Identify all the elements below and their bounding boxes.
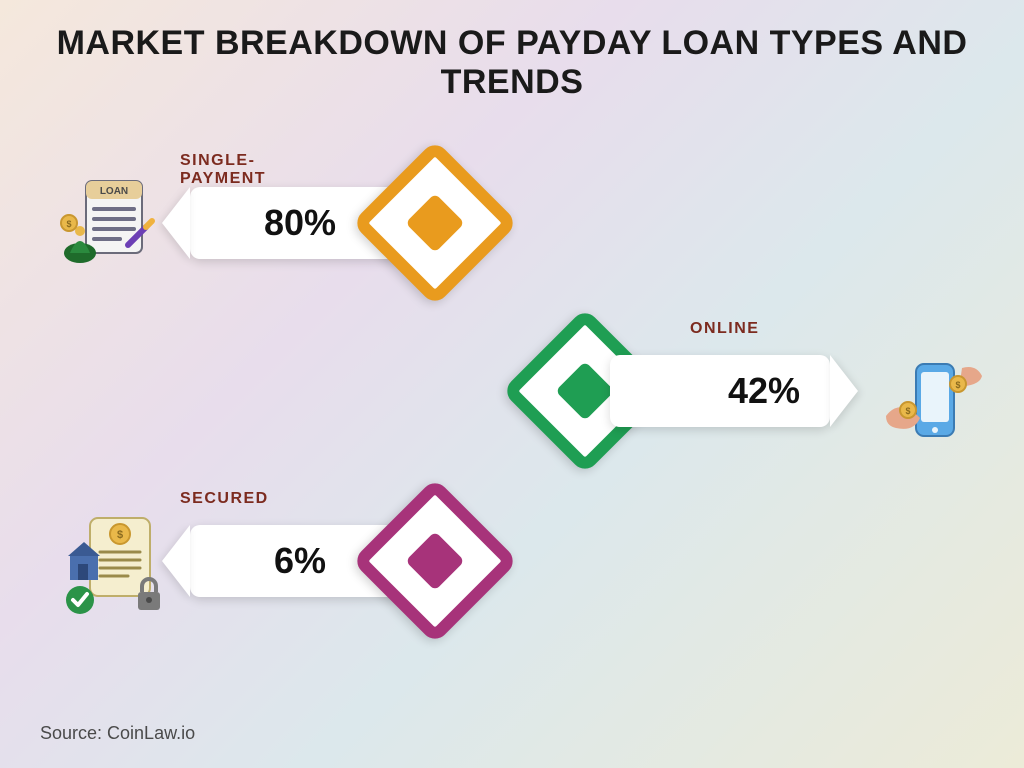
loan-document-icon: LOAN $: [60, 175, 160, 280]
diamond-single-payment: [370, 158, 500, 288]
item-label-single-payment: SINGLE-PAYMENT: [180, 152, 266, 188]
svg-text:$: $: [905, 406, 910, 416]
secured-document-icon: $: [60, 510, 170, 625]
svg-text:LOAN: LOAN: [100, 186, 128, 197]
svg-text:$: $: [955, 380, 960, 390]
item-label-online: ONLINE: [690, 320, 759, 338]
svg-text:$: $: [117, 529, 123, 541]
page-title: Market Breakdown of Payday Loan Types an…: [0, 24, 1024, 102]
item-label-secured: SECURED: [180, 490, 269, 508]
value-online: 42%: [610, 370, 830, 412]
source-attribution: Source: CoinLaw.io: [40, 723, 195, 744]
value-pill-online: 42%: [610, 355, 830, 427]
mobile-money-icon: $ $: [880, 350, 990, 455]
svg-text:$: $: [66, 219, 71, 229]
diamond-secured: [370, 496, 500, 626]
